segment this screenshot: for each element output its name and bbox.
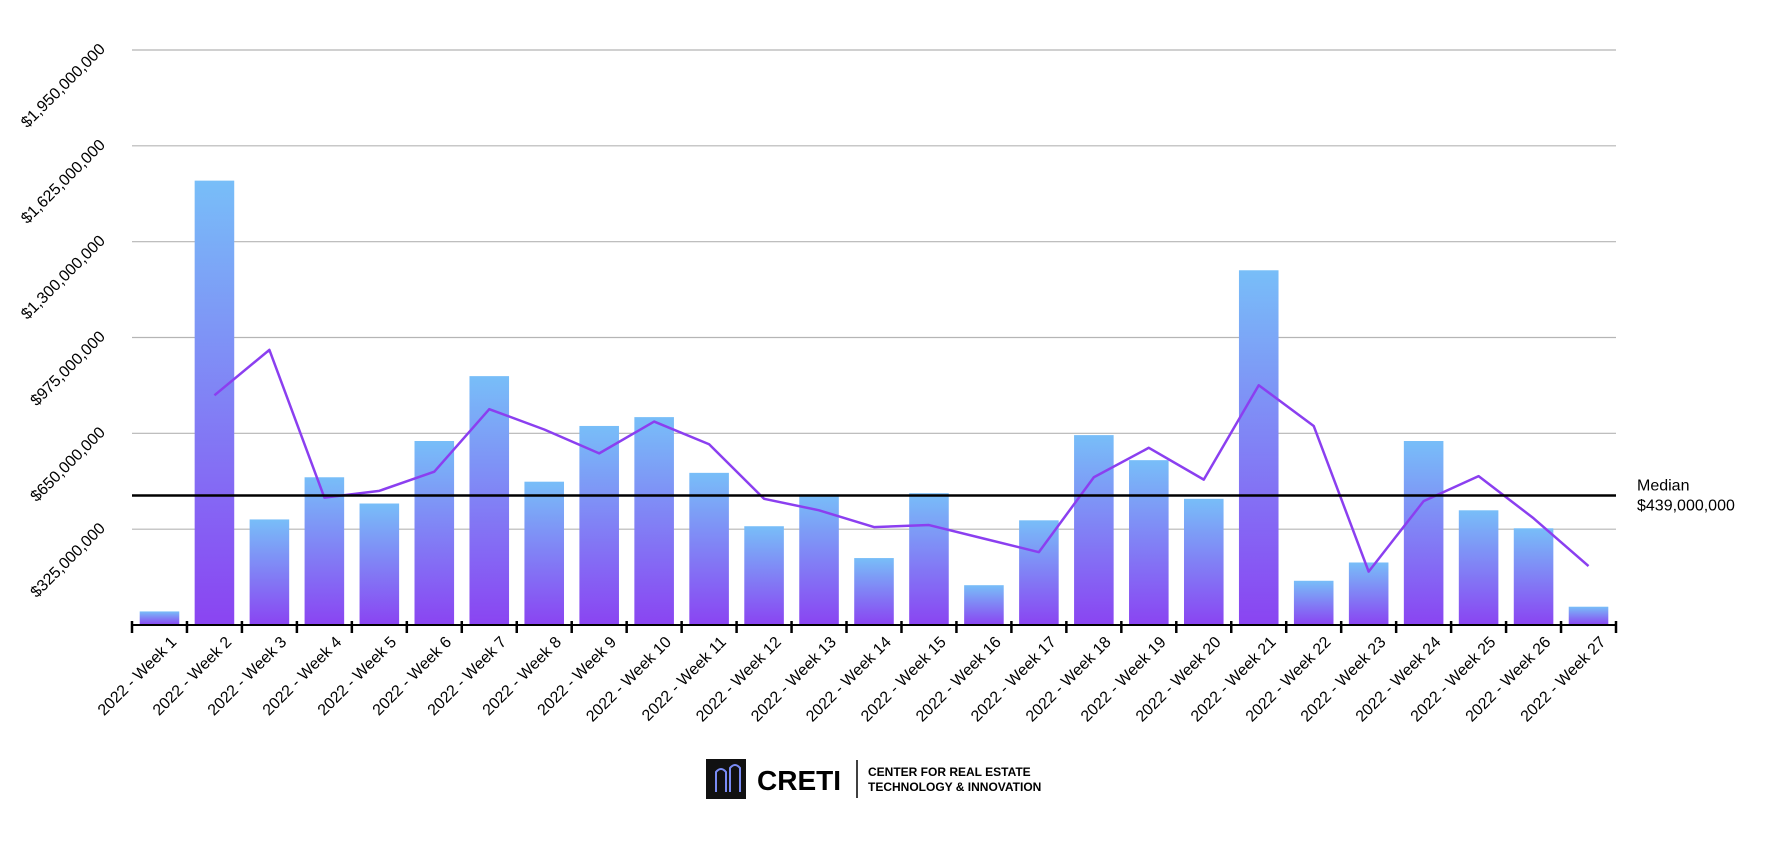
bar <box>359 503 400 625</box>
bar <box>689 472 729 625</box>
median-value-label: $439,000,000 <box>1637 498 1735 515</box>
bar <box>1513 528 1554 625</box>
y-tick-label: $325,000,000 <box>28 520 109 601</box>
bar <box>194 180 235 625</box>
bar <box>744 526 784 625</box>
y-tick-label: $1,950,000,000 <box>18 41 109 132</box>
bar <box>854 558 894 625</box>
bar <box>1129 460 1169 625</box>
bar <box>909 493 949 625</box>
bar <box>1568 606 1609 625</box>
logo-line: TECHNOLOGY & INNOVATION <box>868 780 1041 794</box>
y-tick-label: $975,000,000 <box>28 328 109 409</box>
bar <box>634 417 674 625</box>
bar <box>1074 435 1114 625</box>
logo-name: CRETI <box>757 765 841 796</box>
bar <box>1019 520 1059 625</box>
bar <box>1403 441 1444 625</box>
line <box>213 348 1590 573</box>
y-tick-label: $1,300,000,000 <box>18 232 109 323</box>
bar <box>1238 270 1279 625</box>
bar <box>1183 498 1224 625</box>
bar <box>1458 510 1499 625</box>
bar <box>524 481 565 625</box>
logo: CRETI CENTER FOR REAL ESTATE TECHNOLOGY … <box>706 759 1041 799</box>
bar <box>414 441 455 625</box>
logo-line: CENTER FOR REAL ESTATE <box>868 765 1031 779</box>
y-tick-label: $1,625,000,000 <box>18 137 109 228</box>
logo-icon-mark <box>715 764 741 792</box>
y-tick-label: $650,000,000 <box>28 424 109 505</box>
bar <box>799 494 839 625</box>
bar <box>469 376 510 625</box>
bar <box>139 611 180 625</box>
bar <box>304 477 345 625</box>
bar <box>1293 580 1334 625</box>
median-label: Median <box>1637 478 1689 495</box>
bar <box>964 585 1004 625</box>
bar <box>579 425 619 625</box>
bar <box>1348 562 1389 625</box>
bar <box>249 519 290 625</box>
